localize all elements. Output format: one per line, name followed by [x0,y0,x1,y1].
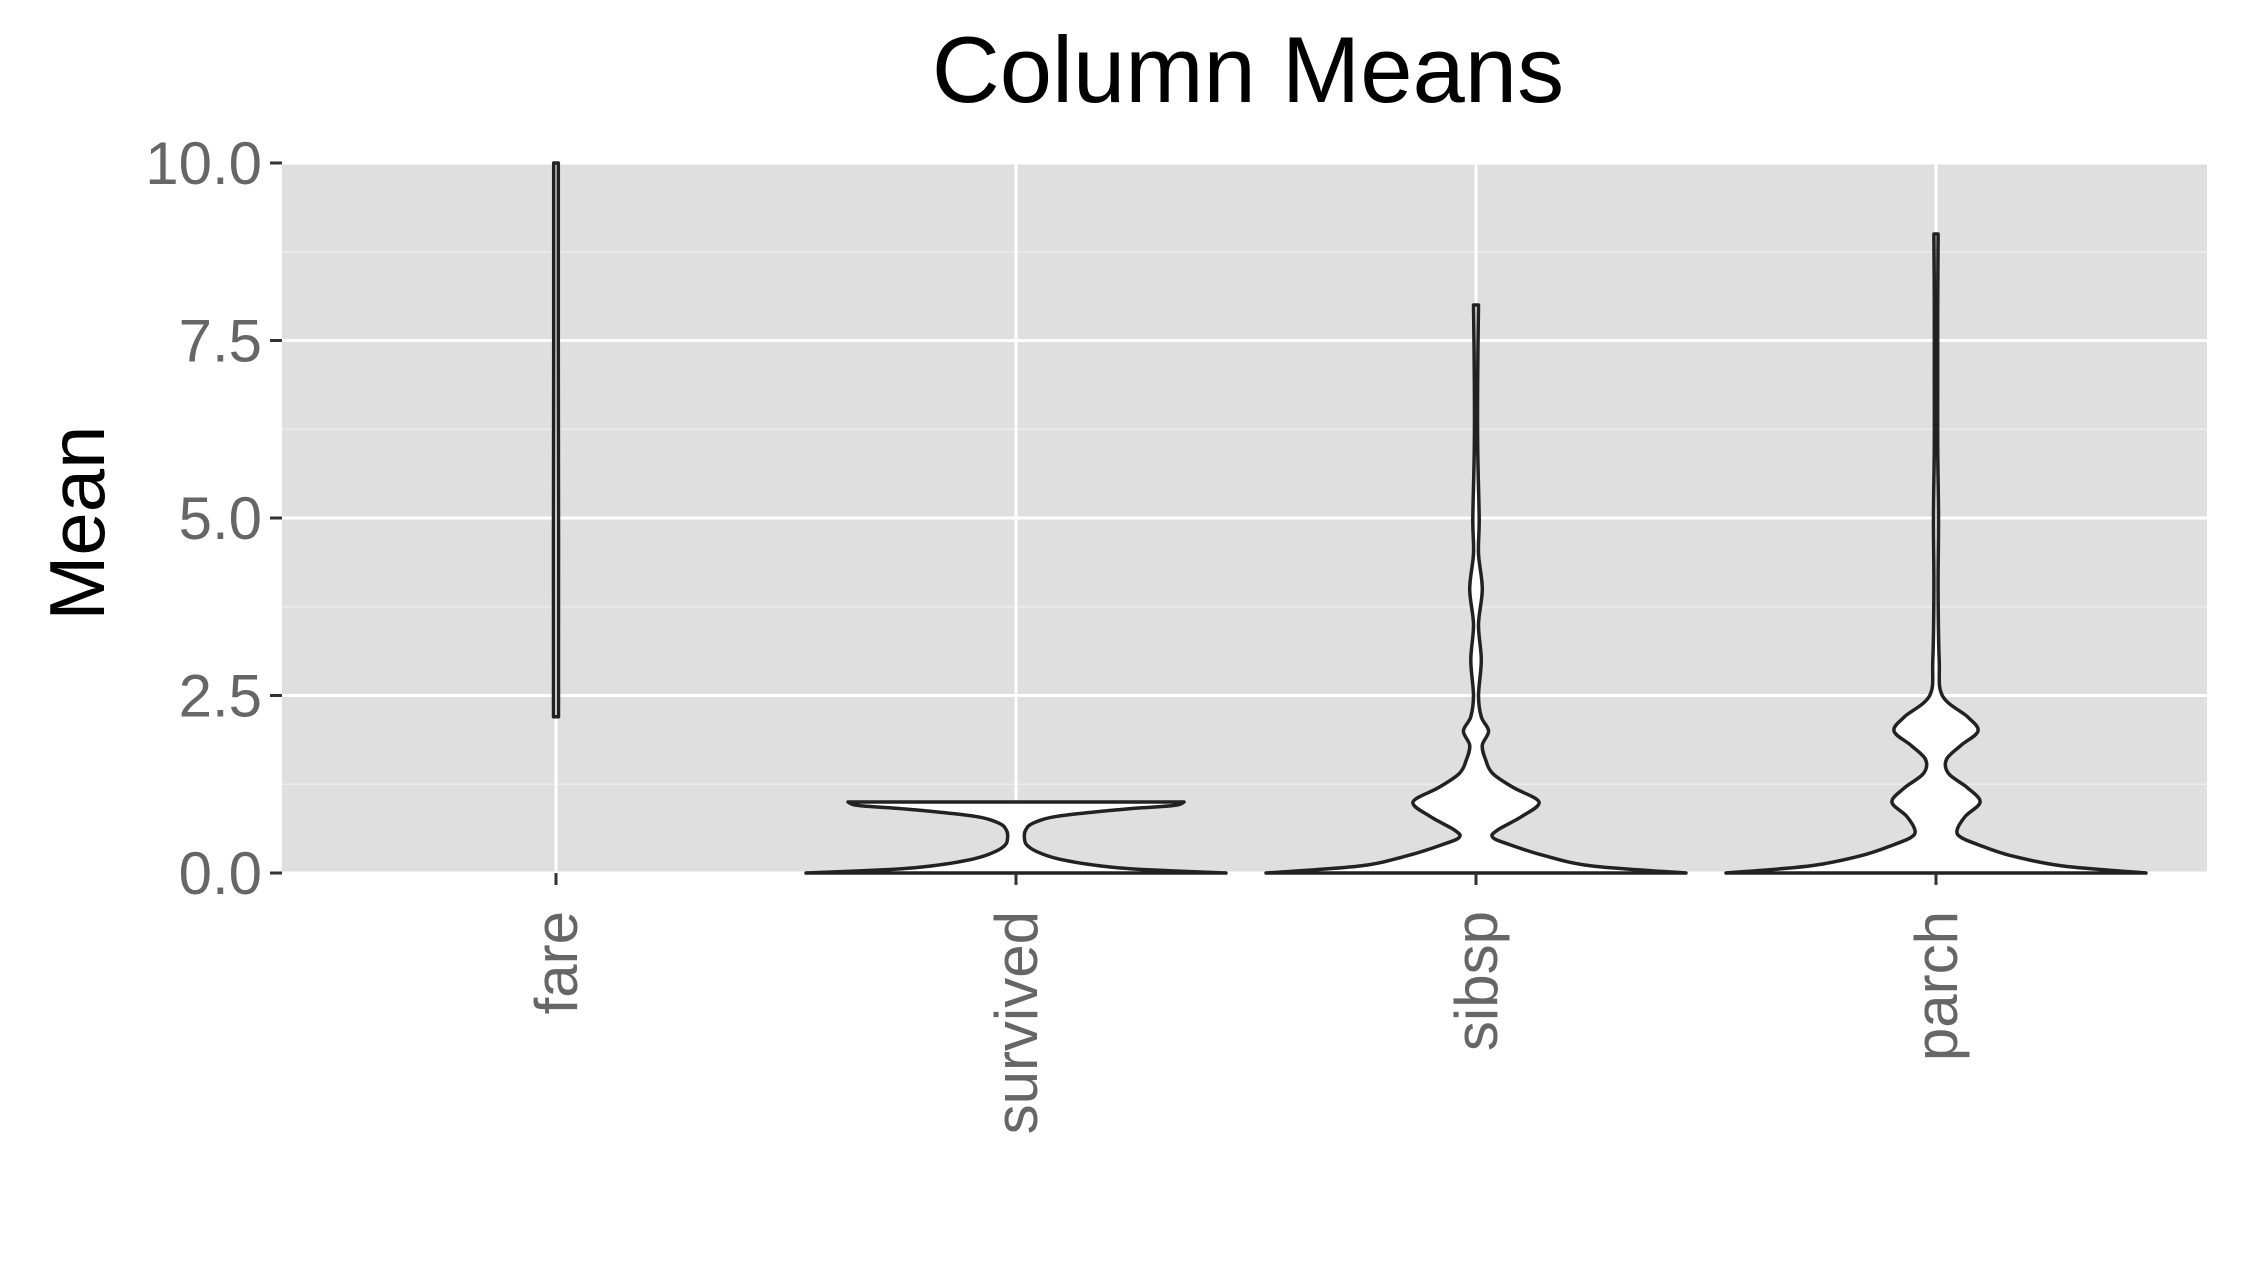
y-tick-label: 2.5 [179,663,262,730]
chart-title: Column Means [932,17,1564,122]
violin-parch [1724,232,2148,875]
violin-fare [551,161,561,719]
violin-survived [804,800,1228,875]
y-tick-label: 10.0 [145,130,262,197]
y-tick-label: 7.5 [179,308,262,375]
violin-sibsp [1264,303,1688,875]
x-axis: fare survived sibsp parch [523,873,1970,1134]
y-axis: 0.0 2.5 5.0 7.5 10.0 [145,130,282,907]
y-tick-label: 0.0 [179,840,262,907]
x-tick-label-fare: fare [523,911,590,1014]
violins [551,161,2148,875]
y-axis-label: Mean [33,425,121,620]
x-tick-label-sibsp: sibsp [1443,911,1510,1051]
x-tick-label-survived: survived [983,911,1050,1134]
x-tick-label-parch: parch [1903,911,1970,1061]
y-tick-label: 5.0 [179,485,262,552]
